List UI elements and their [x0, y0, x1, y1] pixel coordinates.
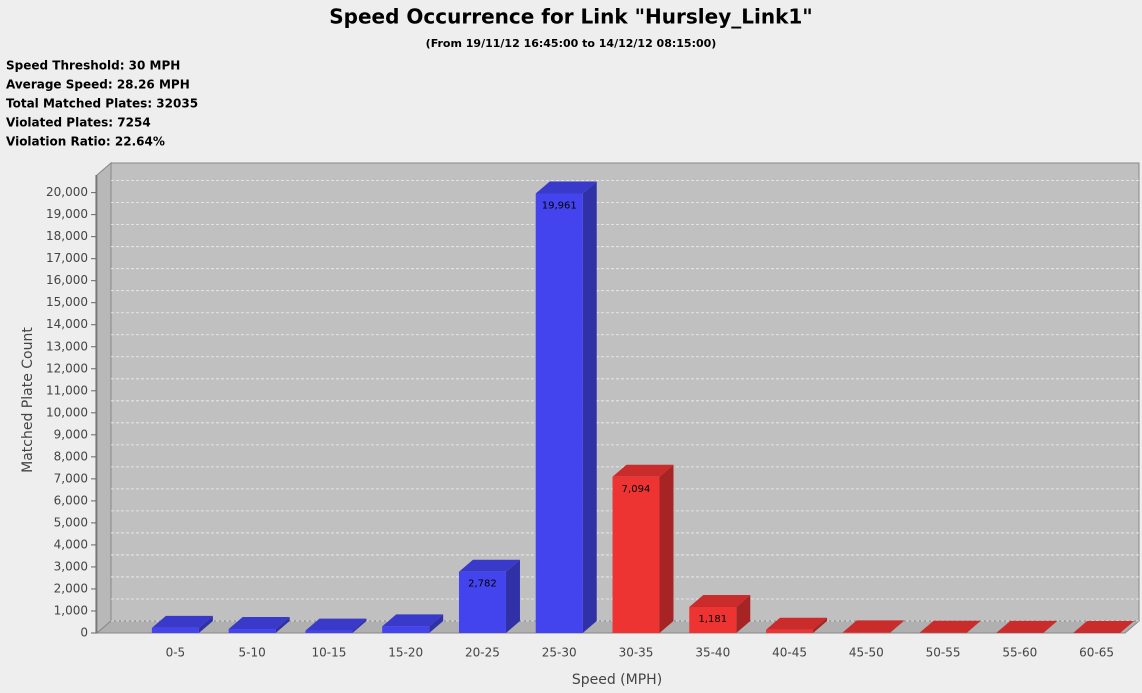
y-tick-label: 13,000 [46, 339, 88, 353]
x-tick-label: 15-20 [388, 646, 423, 660]
bar-top [535, 181, 597, 194]
y-tick-label: 15,000 [46, 295, 88, 309]
bar-side [1120, 620, 1135, 633]
y-tick-label: 2,000 [54, 581, 88, 595]
x-tick-label: 40-45 [772, 646, 807, 660]
info-line: Violated Plates: 7254 [6, 116, 151, 130]
data-label: 1,181 [698, 614, 727, 625]
bar [535, 193, 583, 634]
x-tick-label: 10-15 [311, 646, 346, 660]
y-tick-label: 5,000 [54, 515, 88, 529]
y-tick-label: 19,000 [46, 207, 88, 221]
bar-side [275, 617, 290, 633]
x-tick-label: 55-60 [1002, 646, 1037, 660]
bar [151, 627, 199, 633]
y-tick-label: 8,000 [54, 449, 88, 463]
x-tick-label: 60-65 [1079, 646, 1114, 660]
data-label: 7,094 [622, 484, 651, 495]
x-axis-title: Speed (MPH) [572, 672, 662, 688]
y-tick-label: 18,000 [46, 229, 88, 243]
info-line: Violation Ratio: 22.64% [6, 135, 165, 149]
chart-title: Speed Occurrence for Link "Hursley_Link1… [329, 5, 812, 29]
bar-top [382, 614, 444, 627]
bar-side [429, 614, 444, 633]
bar-side [352, 618, 367, 633]
bar-side [582, 181, 597, 634]
y-tick-label: 20,000 [46, 185, 88, 199]
x-tick-label: 20-25 [465, 646, 500, 660]
data-label: 19,961 [542, 200, 577, 211]
y-tick-label: 11,000 [46, 383, 88, 397]
x-tick-label: 30-35 [619, 646, 654, 660]
bar-top [458, 559, 520, 572]
y-tick-label: 9,000 [54, 427, 88, 441]
x-tick-label: 35-40 [695, 646, 730, 660]
bar-side [505, 559, 520, 633]
bar-side [889, 620, 904, 633]
y-tick-label: 17,000 [46, 251, 88, 265]
bar-top [228, 617, 290, 630]
bar-side [736, 594, 751, 633]
bar-side [966, 620, 981, 633]
bar-side [198, 615, 213, 633]
bar-top [151, 615, 213, 628]
bar-top [996, 620, 1058, 633]
y-tick-label: 16,000 [46, 273, 88, 287]
info-line: Total Matched Plates: 32035 [6, 97, 198, 111]
bar [842, 632, 890, 633]
x-tick-label: 25-30 [542, 646, 577, 660]
plot-wall [96, 161, 112, 635]
bar [382, 626, 430, 633]
bar-top [689, 594, 751, 607]
bar [612, 476, 660, 633]
info-line: Average Speed: 28.26 MPH [6, 78, 190, 92]
x-tick-label: 45-50 [849, 646, 884, 660]
bar-top [842, 620, 904, 633]
y-tick-label: 4,000 [54, 537, 88, 551]
y-tick-label: 6,000 [54, 493, 88, 507]
y-tick-label: 3,000 [54, 559, 88, 573]
chart-subtitle: (From 19/11/12 16:45:00 to 14/12/12 08:1… [426, 37, 717, 50]
y-tick-label: 12,000 [46, 361, 88, 375]
bar [458, 571, 506, 633]
y-tick-label: 1,000 [54, 603, 88, 617]
y-tick-label: 7,000 [54, 471, 88, 485]
bar-top [919, 620, 981, 633]
x-tick-label: 50-55 [926, 646, 961, 660]
bar-top [1073, 620, 1135, 633]
bar-side [1043, 620, 1058, 633]
y-tick-label: 0 [80, 626, 88, 640]
y-tick-label: 10,000 [46, 405, 88, 419]
bar [766, 629, 814, 633]
y-axis-title: Matched Plate Count [20, 327, 36, 473]
bar [689, 606, 737, 633]
x-tick-label: 0-5 [166, 646, 186, 660]
bar-top [612, 464, 674, 477]
bar-top [766, 617, 828, 630]
data-label: 2,782 [468, 579, 497, 590]
x-tick-label: 5-10 [239, 646, 266, 660]
bar-top [305, 618, 367, 631]
bar-side [813, 617, 828, 633]
bar [305, 630, 353, 633]
info-line: Speed Threshold: 30 MPH [6, 59, 180, 73]
bar [228, 629, 276, 633]
bar-side [659, 464, 674, 633]
y-tick-label: 14,000 [46, 317, 88, 331]
